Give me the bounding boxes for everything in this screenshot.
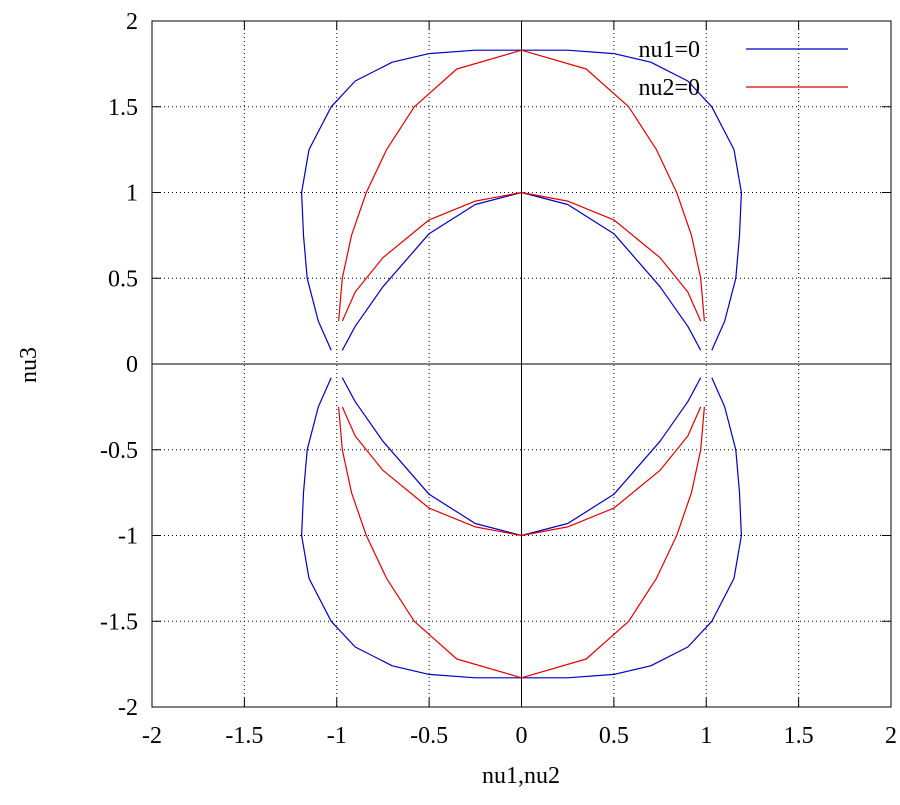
- zero-axes: [152, 21, 891, 707]
- x-axis-label: nu1,nu2: [482, 763, 560, 789]
- x-tick-label: 2: [885, 723, 897, 749]
- series-2-branch-4: [341, 406, 702, 537]
- x-tick-label: 1.5: [784, 723, 814, 749]
- y-axis-label: nu3: [16, 347, 42, 383]
- x-tick-label: 0: [516, 723, 528, 749]
- series-2-branch-3: [338, 406, 705, 679]
- y-tick-label: 2: [126, 9, 138, 35]
- x-tick-label: -1.5: [225, 723, 263, 749]
- x-tick-label: -2: [142, 723, 162, 749]
- x-tick-label: 0.5: [599, 723, 629, 749]
- x-tick-label: 1: [700, 723, 712, 749]
- x-tick-label: -1: [327, 723, 347, 749]
- y-tick-label: -0.5: [100, 438, 138, 464]
- y-tick-label: 1.5: [108, 95, 138, 121]
- ticks: -2 -1.5 -1 -0.5 0 0.5 1 1.5 2 2 1.5 1 0.5 0 -0.5 -1 -1.5…: [100, 9, 897, 749]
- y-tick-label: -1.5: [100, 609, 138, 635]
- legend: nu1=0 nu2=0: [638, 37, 848, 101]
- legend-label: nu1=0: [638, 37, 700, 63]
- y-tick-label: 1: [126, 181, 138, 207]
- y-tick-label: -2: [118, 695, 138, 721]
- legend-label: nu2=0: [638, 75, 700, 101]
- series-layer: [301, 49, 743, 679]
- y-tick-label: -1: [118, 524, 138, 550]
- x-tick-label: -0.5: [410, 723, 448, 749]
- series-2-branch-2: [341, 191, 702, 322]
- series-2-branch-1: [338, 49, 705, 322]
- y-tick-label: 0.5: [108, 266, 138, 292]
- y-tick-label: 0: [126, 352, 138, 378]
